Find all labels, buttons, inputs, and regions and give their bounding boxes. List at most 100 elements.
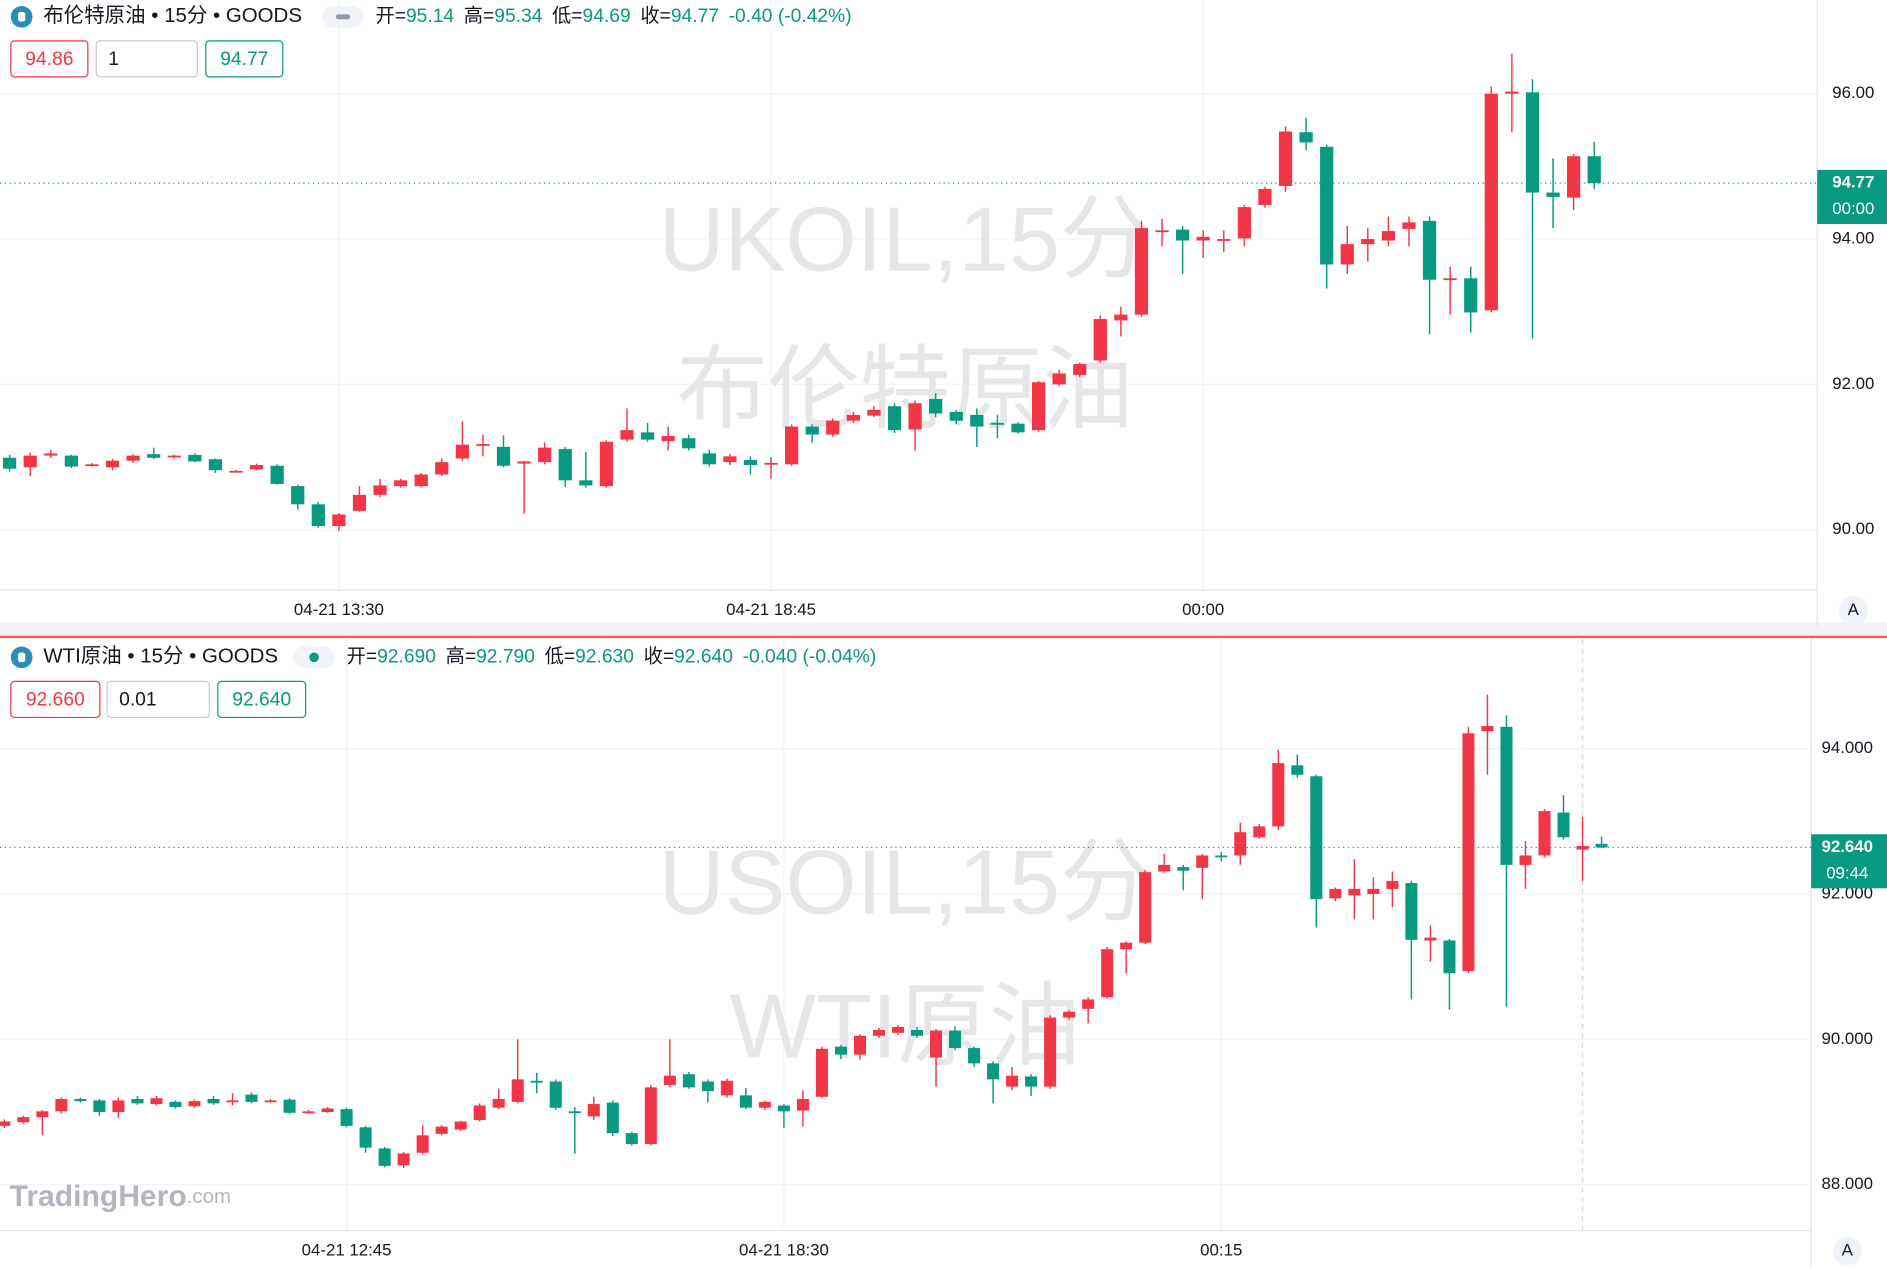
last-price-box — [1817, 169, 1887, 224]
ask-box[interactable] — [217, 680, 307, 719]
bid-box[interactable] — [10, 680, 101, 719]
candle-body — [1177, 867, 1190, 871]
candle-body — [1155, 230, 1169, 233]
ohlc-value: 94.77 — [671, 6, 719, 27]
candle-body — [606, 1102, 619, 1134]
candle-body — [397, 1153, 410, 1166]
ohlc-label: 开= — [347, 646, 377, 667]
ohlc-label: 高= — [464, 5, 494, 27]
bid-box[interactable] — [10, 40, 89, 78]
candle-body — [1381, 231, 1396, 241]
candle-body — [147, 454, 161, 458]
candle-body — [1462, 733, 1475, 972]
candle-body — [126, 455, 140, 461]
symbol-icon-inner — [18, 652, 26, 663]
ohlc-value: 95.14 — [406, 6, 454, 27]
candle-body — [1215, 855, 1228, 858]
candle-body — [85, 464, 99, 467]
candle-body — [723, 456, 737, 463]
candle-body — [1217, 239, 1231, 241]
candle-body — [1101, 949, 1114, 998]
ohlc-value: 92.790 — [476, 646, 535, 667]
symbol-icon-inner — [18, 12, 26, 22]
candle-body — [44, 453, 58, 456]
candle-body — [378, 1148, 391, 1166]
candle-body — [949, 1030, 962, 1049]
candle-body — [435, 462, 449, 475]
candle-body — [454, 1121, 467, 1130]
candle-body — [1063, 1011, 1076, 1018]
candle-body — [805, 426, 819, 435]
quantity-box[interactable] — [106, 680, 211, 719]
candle-body — [549, 1081, 562, 1108]
ohlc-value: 95.34 — [494, 6, 542, 27]
candle-body — [1576, 846, 1589, 850]
ask-value: 92.640 — [232, 690, 291, 711]
candle-body — [112, 1100, 125, 1113]
candle-body — [414, 474, 428, 487]
candle-body — [929, 398, 943, 414]
candle-body — [1340, 244, 1354, 265]
candle-body — [1176, 229, 1190, 241]
candle-body — [1299, 132, 1313, 143]
candle-body — [987, 1063, 1000, 1080]
candle-body — [625, 1133, 638, 1145]
candle-body — [1546, 192, 1560, 197]
candle-body — [1073, 364, 1087, 375]
ohlc-label: 低= — [545, 645, 575, 667]
candle-body — [167, 455, 181, 458]
auto-scale-button[interactable] — [1832, 1236, 1862, 1266]
candle-body — [311, 504, 325, 527]
candle-body — [743, 459, 758, 466]
x-tick-label: 04-21 12:45 — [302, 1240, 392, 1259]
candle-body — [853, 1035, 866, 1055]
candle-body — [702, 453, 716, 465]
x-tick-label: 00:15 — [1200, 1240, 1242, 1259]
candle-body — [264, 1100, 277, 1103]
watermark: WTI原油 — [730, 976, 1080, 1078]
y-tick-label: 94.00 — [1832, 229, 1874, 248]
candle-body — [1484, 93, 1498, 311]
candle-body — [1134, 228, 1149, 315]
candle-body — [1405, 883, 1418, 940]
candle-body — [245, 1094, 258, 1102]
candle-body — [1505, 91, 1519, 94]
quantity-value: 1 — [108, 49, 119, 70]
candle-body — [105, 460, 120, 468]
candle-body — [834, 1046, 847, 1055]
pane-separator — [0, 622, 1887, 636]
logo: TradingHero.com — [10, 1180, 231, 1213]
candle-body — [568, 1111, 581, 1114]
candle-body — [352, 494, 367, 511]
ohlc-value: 92.630 — [575, 646, 634, 667]
auto-scale-button[interactable] — [1838, 596, 1868, 625]
candle-body — [1595, 843, 1608, 848]
candle-body — [416, 1135, 429, 1153]
candle-body — [620, 430, 634, 440]
symbol-title: 布伦特原油 • 15分 • GOODS — [43, 4, 302, 27]
candle-body — [599, 441, 614, 487]
candle-body — [373, 485, 387, 495]
candle-body — [188, 454, 202, 462]
candle-body — [455, 444, 469, 459]
quantity-box[interactable] — [95, 40, 198, 78]
candle-body — [131, 1098, 144, 1104]
ohlc-value: 94.69 — [583, 6, 631, 27]
ask-box[interactable] — [205, 40, 284, 78]
candle-body — [492, 1098, 505, 1108]
candle-body — [930, 1030, 943, 1058]
y-tick-label: 96.00 — [1832, 83, 1874, 102]
candle-body — [644, 1087, 657, 1145]
candle-body — [1025, 1076, 1038, 1087]
candle-body — [359, 1127, 372, 1148]
candle-body — [208, 459, 223, 471]
candle-body — [270, 465, 284, 484]
candle-body — [1272, 763, 1285, 827]
candle-body — [93, 1100, 106, 1113]
candle-body — [1258, 188, 1272, 205]
ohlc-status: 开=95.14 高=95.34 低=94.69 收=94.77 -0.40 (-0.42… — [375, 5, 851, 27]
candle-body — [911, 1029, 924, 1036]
candle-body — [394, 480, 408, 487]
candle-body — [17, 1117, 30, 1123]
